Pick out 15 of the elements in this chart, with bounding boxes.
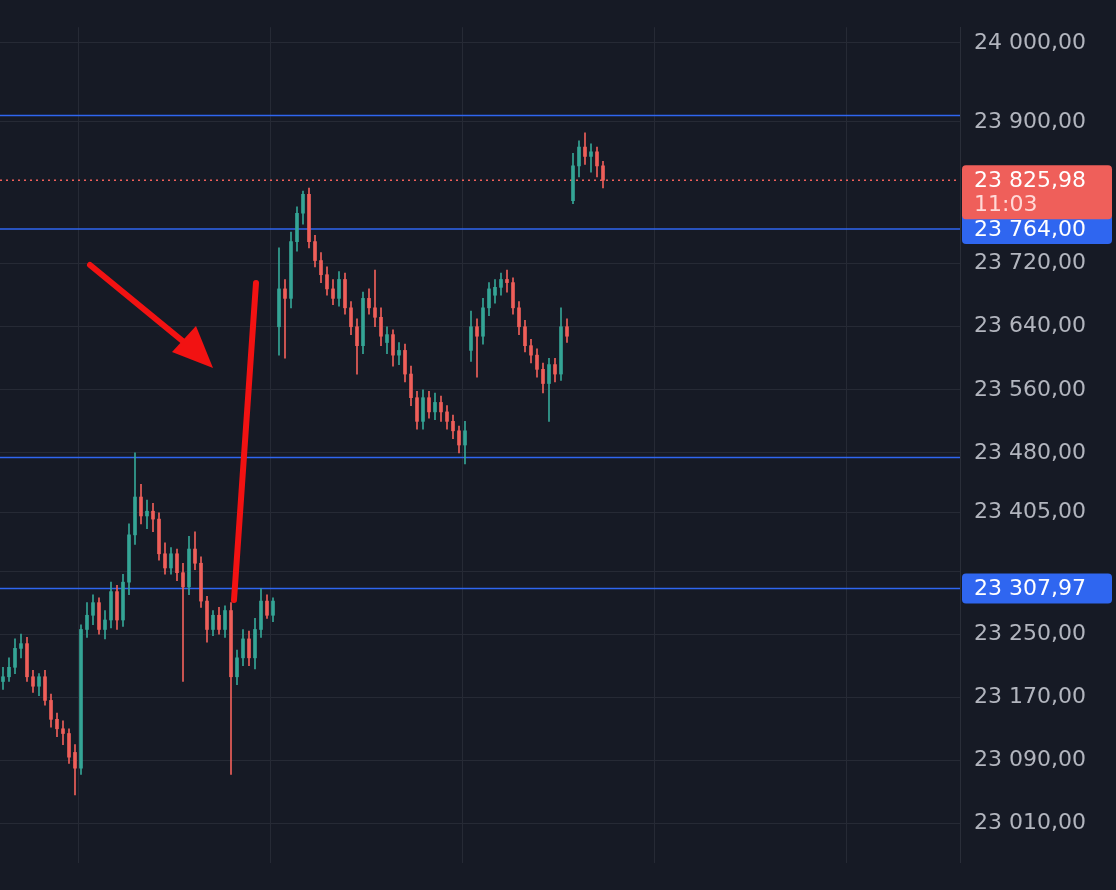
y-tick-label: 23 480,00 [974, 438, 1086, 464]
ref-line-label: 23 307,97 [974, 575, 1086, 601]
y-tick-label: 24 000,00 [974, 28, 1086, 54]
y-tick-label: 23 900,00 [974, 107, 1086, 133]
y-tick-label: 23 405,00 [974, 497, 1086, 523]
y-tick-label: 23 720,00 [974, 249, 1086, 275]
text: 11:03 [974, 190, 1038, 216]
y-tick-label: 23 250,00 [974, 619, 1086, 645]
y-tick-label: 23 090,00 [974, 746, 1086, 772]
y-tick-label: 23 010,00 [974, 809, 1086, 835]
y-tick-label: 23 640,00 [974, 312, 1086, 338]
ref-line-label: 23 825,98 [974, 166, 1086, 192]
y-tick-label: 23 560,00 [974, 375, 1086, 401]
y-tick-label: 23 170,00 [974, 682, 1086, 708]
ref-line-label: 23 764,00 [974, 215, 1086, 241]
